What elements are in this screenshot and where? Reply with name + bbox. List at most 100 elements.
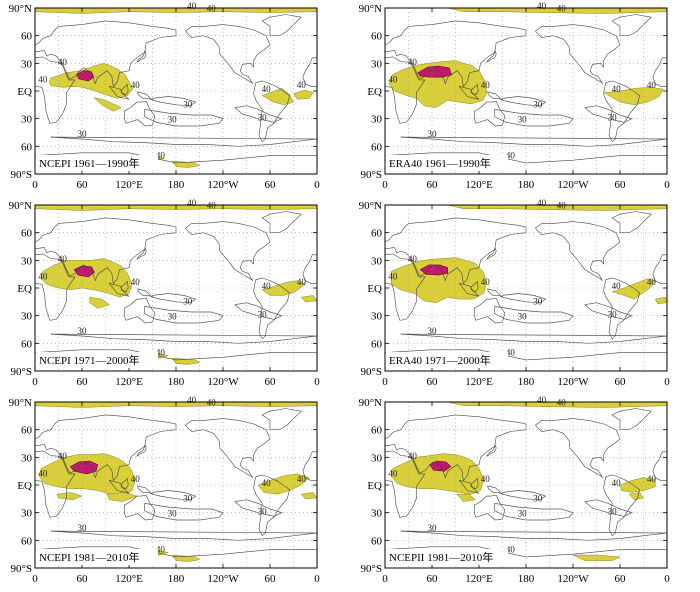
lat-tick-label: 90°N — [9, 200, 32, 212]
coastline — [34, 450, 76, 518]
contour-label-40: 40 — [131, 277, 141, 287]
lon-tick-label: 180 — [168, 179, 185, 191]
lon-tick-label: 0 — [32, 179, 38, 191]
contour-label-40: 40 — [187, 395, 197, 405]
contour-30-line — [50, 333, 318, 344]
coastline — [611, 211, 652, 234]
above-40-region — [628, 492, 644, 501]
coastline — [534, 221, 621, 281]
above-40-region — [572, 554, 621, 561]
contour-label-30: 30 — [608, 310, 618, 320]
lon-tick-label: 60 — [615, 376, 627, 388]
coastline — [458, 479, 480, 494]
contour-label-30: 30 — [168, 311, 178, 321]
panel-title: NCEPI 1971—2000年 — [39, 353, 140, 367]
lat-tick-label: EQ — [367, 86, 382, 98]
lon-tick-label: 60 — [427, 376, 439, 388]
contour-30-line — [234, 105, 283, 123]
contour-label-30: 30 — [168, 508, 178, 518]
coastline — [108, 479, 130, 494]
lon-tick-label: 120°E — [465, 179, 493, 191]
coastline — [261, 211, 302, 234]
coastline — [474, 100, 506, 127]
coastline — [136, 247, 147, 260]
coastline — [384, 56, 426, 124]
lat-tick-label: 30 — [371, 508, 383, 520]
coastline — [136, 50, 147, 63]
lon-tick-label: 180 — [168, 376, 185, 388]
contour-label-40: 40 — [156, 347, 166, 357]
contour-label-30: 30 — [533, 297, 543, 307]
coastline — [603, 80, 640, 143]
lat-tick-label: 30 — [21, 311, 33, 323]
contour-30-line — [400, 333, 668, 344]
above-40-region — [257, 473, 310, 495]
lat-tick-label: 30 — [371, 114, 383, 126]
contour-30-line — [502, 490, 547, 501]
panel-title-bg — [386, 155, 508, 171]
lon-tick-label: 180 — [518, 376, 535, 388]
coastline — [261, 408, 302, 431]
lat-tick-label: 90°S — [10, 169, 32, 181]
above-40-region — [56, 492, 83, 501]
lat-tick-label: 60 — [21, 228, 33, 240]
lon-tick-label: 120°W — [207, 573, 239, 585]
coastline — [108, 85, 130, 100]
contour-label-40: 40 — [38, 272, 48, 282]
lon-tick-label: 60 — [615, 573, 627, 585]
panel-era40-1971-2000: 40 40 40 40 40 40 40 40 30 30 30 30 90°N 60 30 EQ 30 60 90… — [350, 197, 700, 394]
panel-title-bg — [36, 155, 158, 171]
lon-tick-label: 0 — [32, 573, 38, 585]
lon-tick-label: 120°W — [557, 573, 589, 585]
coastline — [486, 247, 497, 260]
contour-30-line — [234, 302, 283, 320]
coastline — [34, 414, 177, 482]
contour-label-40: 40 — [187, 1, 197, 11]
above-40-region — [456, 493, 476, 502]
above-40-region — [89, 296, 110, 309]
coastline — [136, 444, 147, 457]
contour-30-line — [502, 293, 547, 304]
lat-tick-label: EQ — [17, 86, 32, 98]
lon-tick-label: 0 — [314, 179, 320, 191]
coastline — [474, 494, 506, 521]
coastline — [184, 418, 271, 478]
above-40-region — [261, 87, 294, 106]
lat-tick-label: 90°S — [10, 366, 32, 378]
contour-30-line — [234, 499, 283, 517]
contour-label-30: 30 — [533, 494, 543, 504]
lon-tick-label: 0 — [664, 573, 670, 585]
coastline — [120, 83, 129, 96]
coastline — [534, 418, 621, 478]
lon-tick-label: 0 — [382, 376, 388, 388]
coastline — [384, 253, 426, 321]
contour-label-40: 40 — [647, 474, 657, 484]
lat-tick-label: 60 — [21, 141, 33, 153]
panel-title-bg — [36, 549, 158, 565]
contour-label-40: 40 — [262, 478, 272, 488]
contour-label-30: 30 — [258, 310, 268, 320]
contour-label-30: 30 — [183, 100, 193, 110]
coastline — [253, 80, 290, 143]
lat-tick-label: 90°N — [359, 397, 382, 409]
lat-tick-label: 90°S — [360, 366, 382, 378]
coastline — [137, 485, 153, 495]
contour-label-40: 40 — [58, 451, 68, 461]
above-40-region — [603, 87, 664, 106]
lat-tick-label: 30 — [21, 255, 33, 267]
lon-tick-label: 60 — [77, 573, 89, 585]
contour-label-40: 40 — [297, 474, 307, 484]
lon-tick-label: 60 — [265, 179, 277, 191]
map-svg: 40 40 40 40 40 40 40 40 30 30 30 30 90°N 60 30 EQ 30 60 90… — [9, 198, 321, 388]
coastline — [124, 494, 156, 521]
lat-tick-label: 60 — [371, 535, 383, 547]
lat-tick-label: 30 — [21, 508, 33, 520]
lon-tick-label: 180 — [518, 573, 535, 585]
lat-tick-label: EQ — [17, 480, 32, 492]
lat-tick-label: 60 — [371, 31, 383, 43]
panel-title-bg — [36, 352, 158, 368]
panel-ncep1-1971-2000: 40 40 40 40 40 40 40 40 30 30 30 30 90°N 60 30 EQ 30 60 90… — [0, 197, 350, 394]
contour-label-40: 40 — [647, 80, 657, 90]
contour-label-30: 30 — [428, 129, 438, 139]
contour-label-40: 40 — [187, 198, 197, 208]
